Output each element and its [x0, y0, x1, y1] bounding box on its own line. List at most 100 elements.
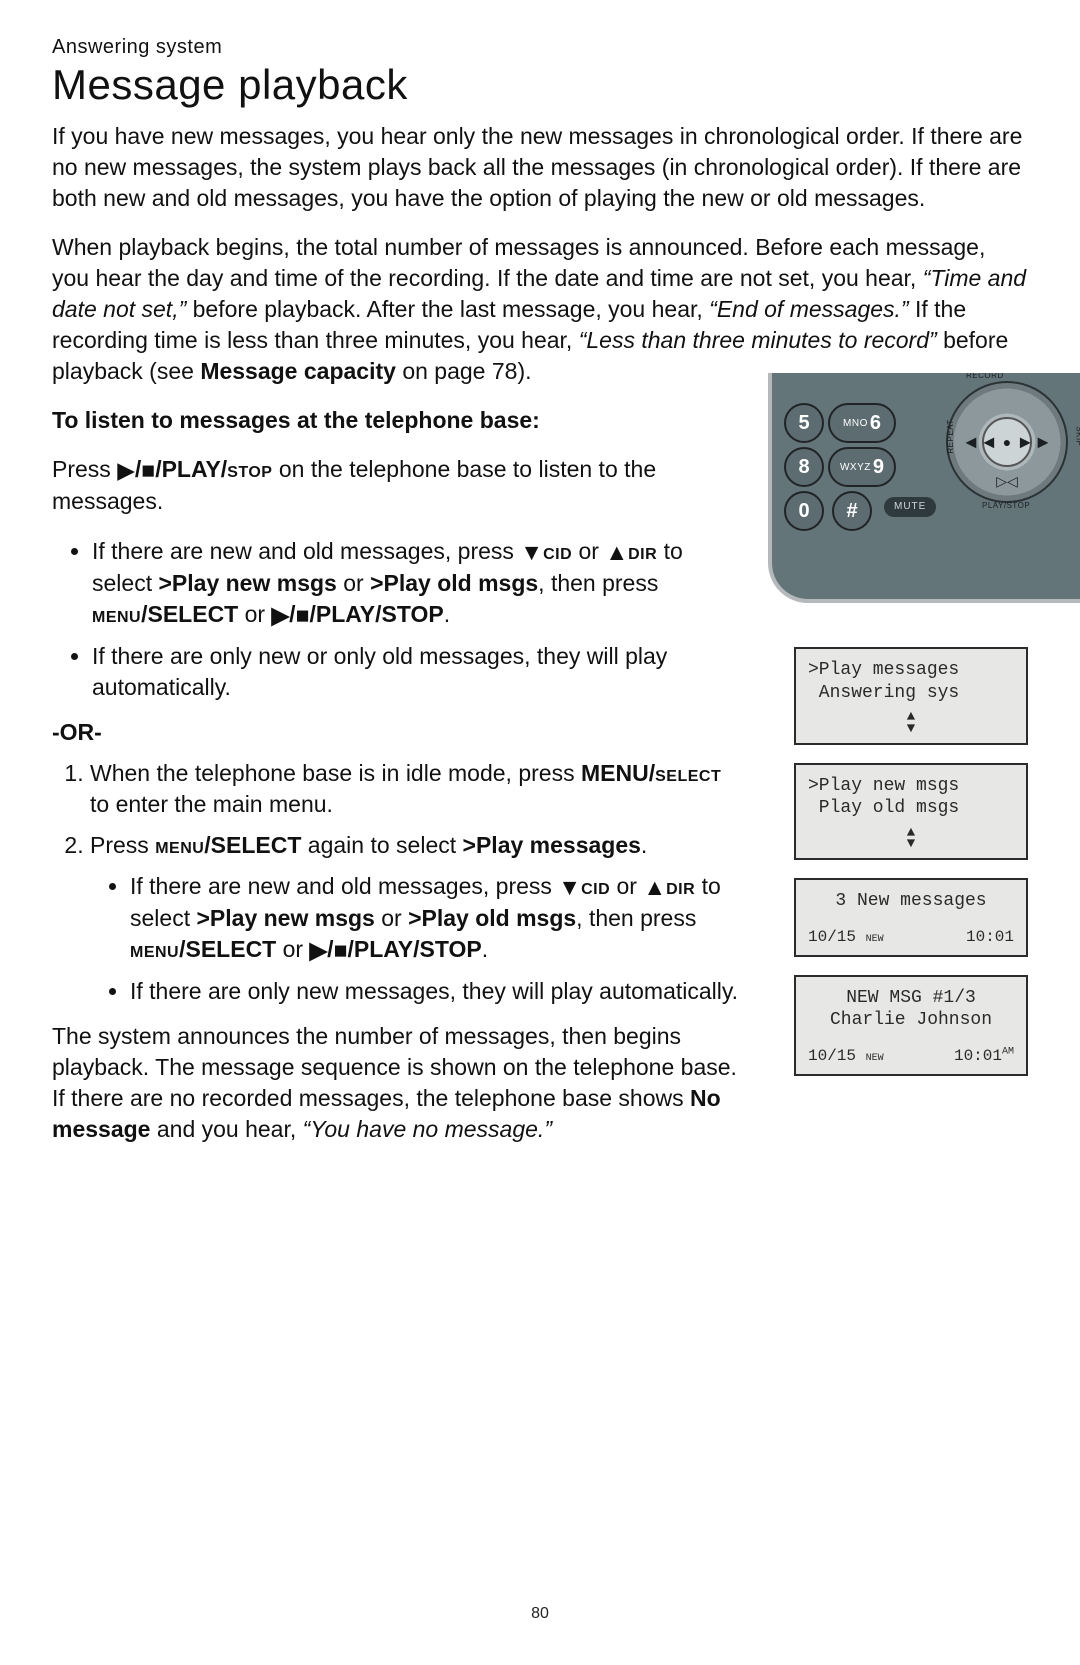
- s1-a: When the telephone base is in idle mode,…: [90, 760, 581, 786]
- s2-a: Press: [90, 832, 155, 858]
- select-big: /SELECT: [141, 601, 238, 627]
- lcd2-arrows: ▲▼: [808, 828, 1014, 850]
- lcd4-line2: Charlie Johnson: [808, 1009, 1014, 1032]
- numbered-steps: When the telephone base is in idle mode,…: [52, 758, 744, 1007]
- cid-2: cid: [581, 873, 610, 899]
- menu-sm: menu: [92, 601, 141, 627]
- sub-bullets: If there are new and old messages, press…: [90, 871, 744, 1007]
- step-1: When the telephone base is in idle mode,…: [90, 758, 744, 820]
- lcd-screen-3: 3 New messages 10/15 NEW 10:01: [794, 878, 1028, 957]
- p2-e: on page 78).: [402, 358, 531, 384]
- lcd4-footer: 10/15 NEW 10:01AM: [808, 1046, 1014, 1066]
- intro-para-2: When playback begins, the total number o…: [52, 232, 1028, 387]
- key-6-sub: MNO: [843, 417, 868, 431]
- phone-base-illustration: 5 MNO6 8 WXYZ9 0 # MUTE ◄◄ ►► ▷◁ ●: [768, 399, 1080, 599]
- p3-q: “You have no message.”: [303, 1116, 552, 1142]
- body-copy: If you have new messages, you hear only …: [52, 121, 1028, 1163]
- bullet-2: If there are only new or only old messag…: [92, 641, 744, 703]
- rewind-icon: ◄◄: [962, 430, 998, 454]
- menu-sm-3: menu: [130, 936, 179, 962]
- lcd4-time-val: 10:01: [954, 1047, 1002, 1065]
- b1-e: , then press: [538, 570, 658, 596]
- period-1: .: [444, 601, 450, 627]
- key-9-main: 9: [873, 454, 884, 481]
- page-number: 80: [0, 1605, 1080, 1623]
- b1-a: If there are new and old messages, press: [92, 538, 520, 564]
- lcd2-line2: Play old msgs: [808, 797, 1014, 820]
- lcd1-line1: >Play messages: [808, 659, 1014, 682]
- p2-q3: “Less than three minutes to record”: [579, 327, 937, 353]
- stop-icon-2: ■: [296, 600, 310, 631]
- sb1-d: or: [375, 905, 408, 931]
- play-stop-suffix: stop: [227, 456, 272, 482]
- play-old-2: >Play old msgs: [408, 905, 576, 931]
- select-big-2: /SELECT: [204, 832, 301, 858]
- p3-a: The system announces the number of messa…: [52, 1023, 737, 1111]
- bullet-1: If there are new and old messages, press…: [92, 536, 744, 631]
- bullet-list-1: If there are new and old messages, press…: [52, 536, 744, 703]
- play-old-label: >Play old msgs: [370, 570, 538, 596]
- sb1-f: or: [276, 936, 309, 962]
- lcd4-date: 10/15 NEW: [808, 1046, 884, 1066]
- lcd4-new-badge: NEW: [866, 1053, 884, 1064]
- lcd3-time: 10:01: [966, 927, 1014, 947]
- lcd3-new-badge: NEW: [866, 934, 884, 945]
- p3-b: and you hear,: [150, 1116, 302, 1142]
- lcd4-ampm: AM: [1002, 1046, 1014, 1057]
- lcd1-line2: Answering sys: [808, 682, 1014, 705]
- sb1-a: If there are new and old messages, press: [130, 873, 558, 899]
- play-stop-big-2: /PLAY/STOP: [347, 936, 481, 962]
- lcd1-arrows: ▲▼: [808, 712, 1014, 734]
- lcd3-footer: 10/15 NEW 10:01: [808, 927, 1014, 947]
- forward-icon: ►►: [1016, 430, 1052, 454]
- dial-wheel: ◄◄ ►► ▷◁ ●: [946, 381, 1068, 503]
- page-title: Message playback: [52, 61, 1028, 109]
- key-5: 5: [784, 403, 824, 443]
- b1-f: or: [238, 601, 271, 627]
- dir-label: dir: [628, 538, 657, 564]
- up-triangle-icon: ▲: [605, 537, 628, 568]
- skip-label: SKIP: [1073, 427, 1080, 447]
- play-icon: ▶: [117, 455, 135, 486]
- cid-label: cid: [543, 538, 572, 564]
- lcd-screen-1: >Play messages Answering sys ▲▼: [794, 647, 1028, 744]
- lcd3-date-val: 10/15: [808, 928, 856, 946]
- play-messages-label: >Play messages: [463, 832, 641, 858]
- lcd3-line1: 3 New messages: [808, 890, 1014, 913]
- lcd4-line1: NEW MSG #1/3: [808, 987, 1014, 1010]
- press-play-line: Press ▶/■/PLAY/stop on the telephone bas…: [52, 454, 744, 517]
- s1-b: to enter the main menu.: [90, 791, 333, 817]
- right-column: 5 MNO6 8 WXYZ9 0 # MUTE ◄◄ ►► ▷◁ ●: [768, 405, 1028, 1163]
- heading-listen-base: To listen to messages at the telephone b…: [52, 405, 744, 436]
- record-label: RECORD: [966, 373, 1004, 382]
- down-triangle-icon: ▼: [520, 537, 543, 568]
- intro-para-1: If you have new messages, you hear only …: [52, 121, 1028, 214]
- play-pause-icon: ▷◁: [996, 472, 1018, 491]
- key-6: MNO6: [828, 403, 896, 443]
- s2-b: again to select: [301, 832, 462, 858]
- mute-pill: MUTE: [884, 497, 936, 517]
- p2-b: before playback. After the last message,…: [193, 296, 710, 322]
- closing-para: The system announces the number of messa…: [52, 1021, 744, 1145]
- b1-d: or: [337, 570, 370, 596]
- sub-bullet-1: If there are new and old messages, press…: [130, 871, 744, 966]
- play-new-label: >Play new msgs: [158, 570, 336, 596]
- playstop-label: PLAY/STOP: [982, 501, 1030, 512]
- play-stop-big: /PLAY/STOP: [309, 601, 443, 627]
- sb1-b: or: [610, 873, 643, 899]
- play-icon-2: ▶: [271, 600, 289, 631]
- stop-icon: ■: [141, 455, 155, 486]
- key-9: WXYZ9: [828, 447, 896, 487]
- dir-2: dir: [666, 873, 695, 899]
- b1-b: or: [572, 538, 605, 564]
- p2-q2: “End of messages.”: [709, 296, 908, 322]
- key-6-main: 6: [870, 410, 881, 437]
- phone-body: 5 MNO6 8 WXYZ9 0 # MUTE ◄◄ ►► ▷◁ ●: [768, 373, 1080, 603]
- period-3: .: [482, 936, 488, 962]
- lcd-screen-4: NEW MSG #1/3 Charlie Johnson 10/15 NEW 1…: [794, 975, 1028, 1076]
- lcd3-date: 10/15 NEW: [808, 927, 884, 947]
- key-hash: #: [832, 491, 872, 531]
- key-9-sub: WXYZ: [840, 461, 871, 475]
- key-8: 8: [784, 447, 824, 487]
- sb1-e: , then press: [576, 905, 696, 931]
